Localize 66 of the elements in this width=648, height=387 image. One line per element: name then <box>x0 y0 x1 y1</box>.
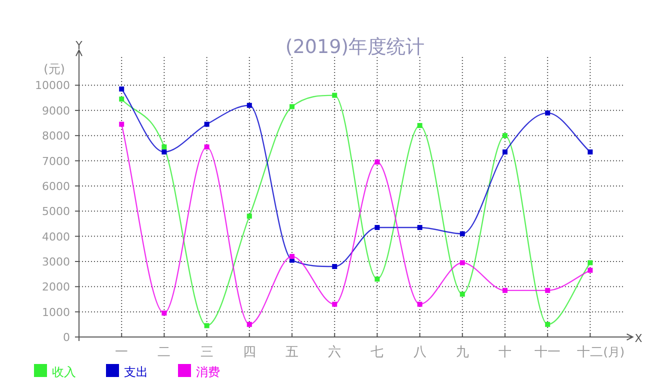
y-tick-label: 8000 <box>42 130 70 143</box>
point <box>162 149 167 154</box>
point <box>246 322 252 327</box>
point <box>502 149 508 154</box>
point <box>204 323 210 328</box>
x-tick-label: 三 <box>200 345 214 360</box>
y-tick-label: 1000 <box>42 306 70 319</box>
point <box>162 144 167 150</box>
point <box>332 92 338 98</box>
x-tick-label: 七 <box>370 345 384 360</box>
x-tick-label: 一 <box>115 345 128 360</box>
point <box>290 104 294 110</box>
y-tick-label: 10000 <box>35 79 70 92</box>
point <box>588 268 593 273</box>
x-tick-label: 五 <box>286 345 298 360</box>
point <box>374 160 380 165</box>
point <box>204 122 210 127</box>
point <box>460 260 465 266</box>
point <box>119 96 124 102</box>
y-axis-title: (元) <box>44 62 65 76</box>
point <box>246 102 252 108</box>
point <box>588 260 593 266</box>
x-tick-label: 六 <box>328 345 342 360</box>
point <box>417 123 422 128</box>
point <box>545 322 550 327</box>
x-axis-title: (月) <box>603 345 625 359</box>
point <box>119 86 124 92</box>
point <box>545 288 550 293</box>
point <box>460 231 465 236</box>
point <box>204 144 210 150</box>
y-tick-label: 6000 <box>42 180 70 193</box>
y-tick-label: 0 <box>63 331 70 344</box>
point <box>502 133 508 138</box>
point <box>588 149 593 154</box>
x-tick-label: 二 <box>158 345 171 360</box>
legend-label: 收入 <box>52 365 76 379</box>
chart-title: (2019)年度统计 <box>285 36 425 58</box>
point <box>246 214 252 219</box>
legend-label: 消费 <box>196 365 220 379</box>
y-tick-label: 5000 <box>42 205 70 218</box>
point <box>119 122 124 127</box>
y-tick-label: 4000 <box>42 230 70 244</box>
legend-label: 支出 <box>124 365 148 379</box>
point <box>460 292 465 297</box>
point <box>417 302 422 307</box>
y-tick-label: 9000 <box>42 104 70 118</box>
y-tick-label: 2000 <box>42 280 70 294</box>
x-tick-label: 十 <box>498 345 512 360</box>
annotation: Y <box>74 39 83 52</box>
point <box>332 302 338 307</box>
x-tick-label: 四 <box>242 345 256 360</box>
point <box>374 224 380 230</box>
x-tick-label: 十一 <box>534 345 561 360</box>
point <box>545 110 550 116</box>
point <box>417 224 422 230</box>
text: X <box>634 332 643 345</box>
point <box>374 276 380 282</box>
y-tick-label: 7000 <box>42 154 70 168</box>
point <box>162 310 167 316</box>
y-tick-label: 3000 <box>42 255 70 268</box>
point <box>332 264 338 270</box>
x-tick-label: 十二 <box>577 345 604 360</box>
point <box>290 254 294 259</box>
point <box>502 288 508 293</box>
x-tick-label: 八 <box>413 345 426 360</box>
x-tick-label: 九 <box>456 345 469 360</box>
